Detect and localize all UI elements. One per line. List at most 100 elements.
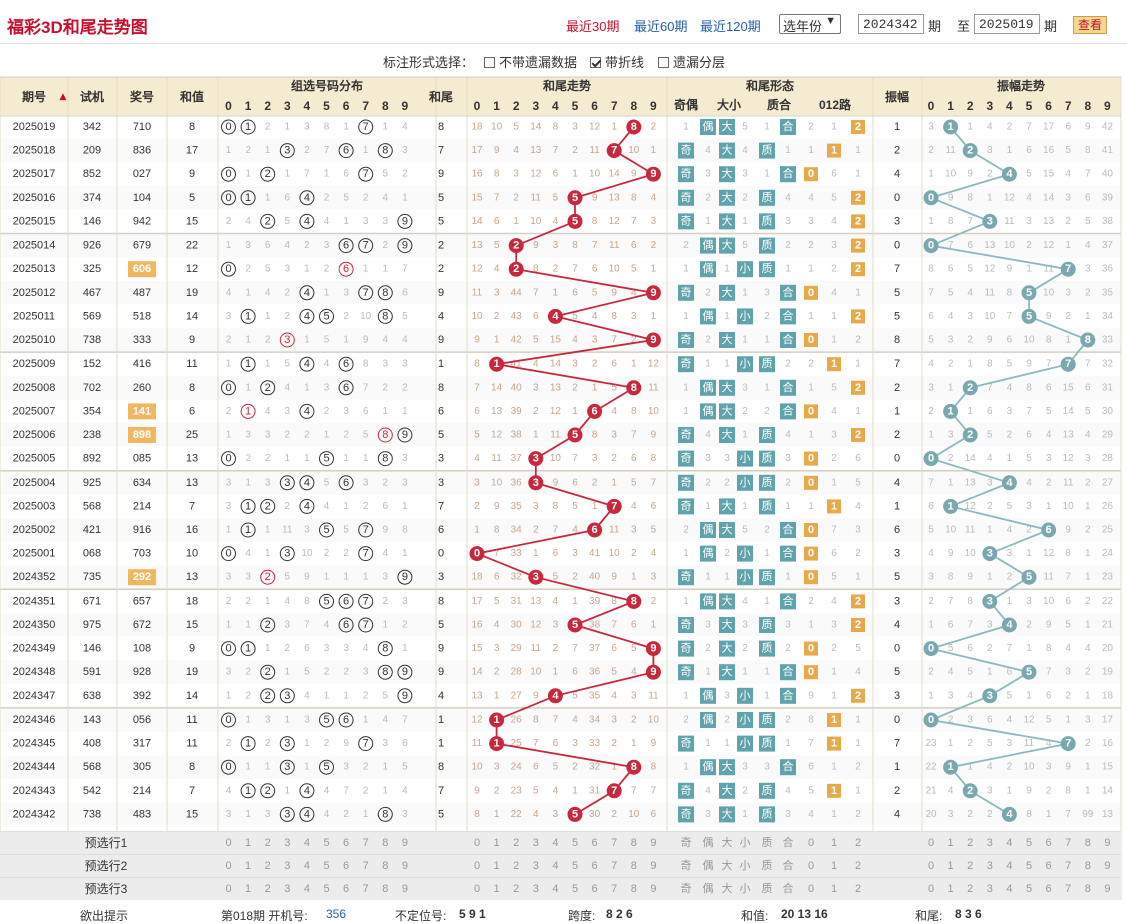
group-digit-ring [221, 119, 236, 135]
group-digit: 3 [284, 808, 290, 820]
sum-cell: 13 [186, 453, 198, 465]
form-miss: 3 [785, 216, 791, 227]
option-miss-layer[interactable]: 遗漏分层 [658, 52, 725, 71]
form-miss: 1 [683, 382, 689, 393]
group-digit-ring [279, 806, 295, 822]
group-digit: 4 [304, 500, 310, 512]
form-box [678, 284, 694, 301]
prize-cell: 141 [133, 405, 151, 417]
amp-miss: 2 [967, 738, 973, 749]
group-digit: 1 [245, 358, 251, 370]
route-mark: 0 [808, 168, 814, 180]
tail-cell: 8 [438, 761, 444, 773]
amp-miss: 8 [1085, 145, 1091, 156]
checkbox-icon[interactable] [658, 57, 669, 68]
checkbox-icon[interactable] [484, 57, 495, 68]
group-miss: 3 [383, 738, 389, 749]
header-sum: 和值 [179, 89, 204, 104]
preselect-digit: 5 [1026, 837, 1032, 849]
route-miss: 2 [831, 643, 837, 654]
group-digit-ring [260, 664, 276, 680]
route-mark: 2 [855, 382, 861, 394]
preselect-digit: 5 [323, 883, 329, 895]
group-miss: 6 [343, 169, 349, 180]
group-miss: 4 [324, 809, 330, 820]
route-miss: 4 [831, 287, 837, 298]
amp-miss: 4 [1026, 477, 1032, 488]
route-miss: 1 [831, 690, 837, 701]
route-box [804, 404, 818, 419]
form-miss: 2 [683, 240, 689, 251]
amp-miss: 4 [1007, 525, 1013, 536]
hint-span: 8 2 6 [606, 907, 633, 921]
group-miss: 3 [226, 501, 232, 512]
row-bg [0, 660, 1121, 684]
group-miss: 2 [226, 406, 232, 417]
amp-miss: 10 [945, 169, 957, 180]
amp-miss: 22 [1102, 596, 1114, 607]
amp-miss: 9 [948, 548, 954, 559]
header-digit: 5 [572, 99, 579, 113]
from-period-input[interactable]: 2024342 [858, 14, 924, 34]
period-cell: 2025019 [13, 121, 56, 133]
amp-miss: 3 [948, 335, 954, 346]
sum-cell: 7 [189, 500, 195, 512]
amp-miss: 1 [928, 216, 934, 227]
tail-miss: 3 [572, 359, 578, 370]
group-digit-ring [377, 806, 393, 822]
tail-miss: 8 [494, 525, 500, 536]
group-digit: 0 [225, 263, 231, 275]
tail-miss: 5 [611, 382, 617, 393]
checkbox-checked-icon[interactable] [590, 57, 601, 68]
tail-miss: 17 [471, 145, 483, 156]
group-digit-ring [299, 308, 315, 324]
tail-miss: 9 [592, 192, 598, 203]
year-select[interactable]: 选年份 ▼ [779, 14, 841, 34]
group-digit: 7 [363, 619, 369, 631]
form-box [678, 427, 694, 443]
form-mark: 质 [762, 144, 773, 157]
tail-miss: 7 [631, 430, 637, 441]
preselect-digit: 6 [343, 837, 349, 849]
option-with-line[interactable]: 带折线 [590, 52, 644, 71]
recent-30-link[interactable]: 最近30期 [566, 19, 620, 34]
tail-miss: 2 [592, 477, 598, 488]
hint-fixpos: 5 9 1 [459, 907, 486, 921]
group-miss: 1 [383, 762, 389, 773]
tail-miss: 3 [553, 620, 559, 631]
period-cell: 2025008 [13, 382, 56, 394]
form-mark: 质 [762, 642, 773, 655]
prize-cell: 898 [133, 429, 151, 441]
group-digit-ring [338, 712, 354, 728]
amp-miss: 12 [984, 264, 996, 275]
group-miss: 2 [245, 690, 251, 701]
query-button[interactable]: 查看 [1073, 16, 1107, 34]
form-miss: 1 [683, 122, 689, 133]
tail-miss: 12 [589, 122, 601, 133]
recent-60-link[interactable]: 最近60期 [634, 19, 688, 34]
group-digit: 8 [382, 453, 388, 465]
route-miss: 4 [808, 192, 814, 203]
preselect-form: 0 [808, 860, 814, 872]
amp-miss: 7 [1085, 359, 1091, 370]
tail-ball-label: 9 [650, 168, 656, 180]
group-miss: 1 [226, 620, 232, 631]
form-box [737, 687, 753, 704]
form-miss: 3 [705, 809, 711, 820]
amp-miss: 4 [948, 667, 954, 678]
sum-cell: 9 [189, 643, 195, 655]
amp-miss: 10 [984, 311, 996, 322]
recent-120-link[interactable]: 最近120期 [700, 19, 761, 34]
option-no-miss-data[interactable]: 不带遗漏数据 [484, 52, 577, 71]
form-miss: 3 [764, 762, 770, 773]
tail-ball [528, 475, 544, 491]
amp-miss: 9 [1026, 359, 1032, 370]
form-mark: 奇 [681, 665, 692, 678]
amp-miss: 1 [1026, 264, 1032, 275]
group-digit: 3 [284, 145, 290, 157]
tail-miss: 9 [494, 501, 500, 512]
tail-ball [528, 451, 544, 467]
amp-miss: 2 [948, 453, 954, 464]
tail-miss: 1 [592, 382, 598, 393]
to-period-input[interactable]: 2025019 [974, 14, 1040, 34]
